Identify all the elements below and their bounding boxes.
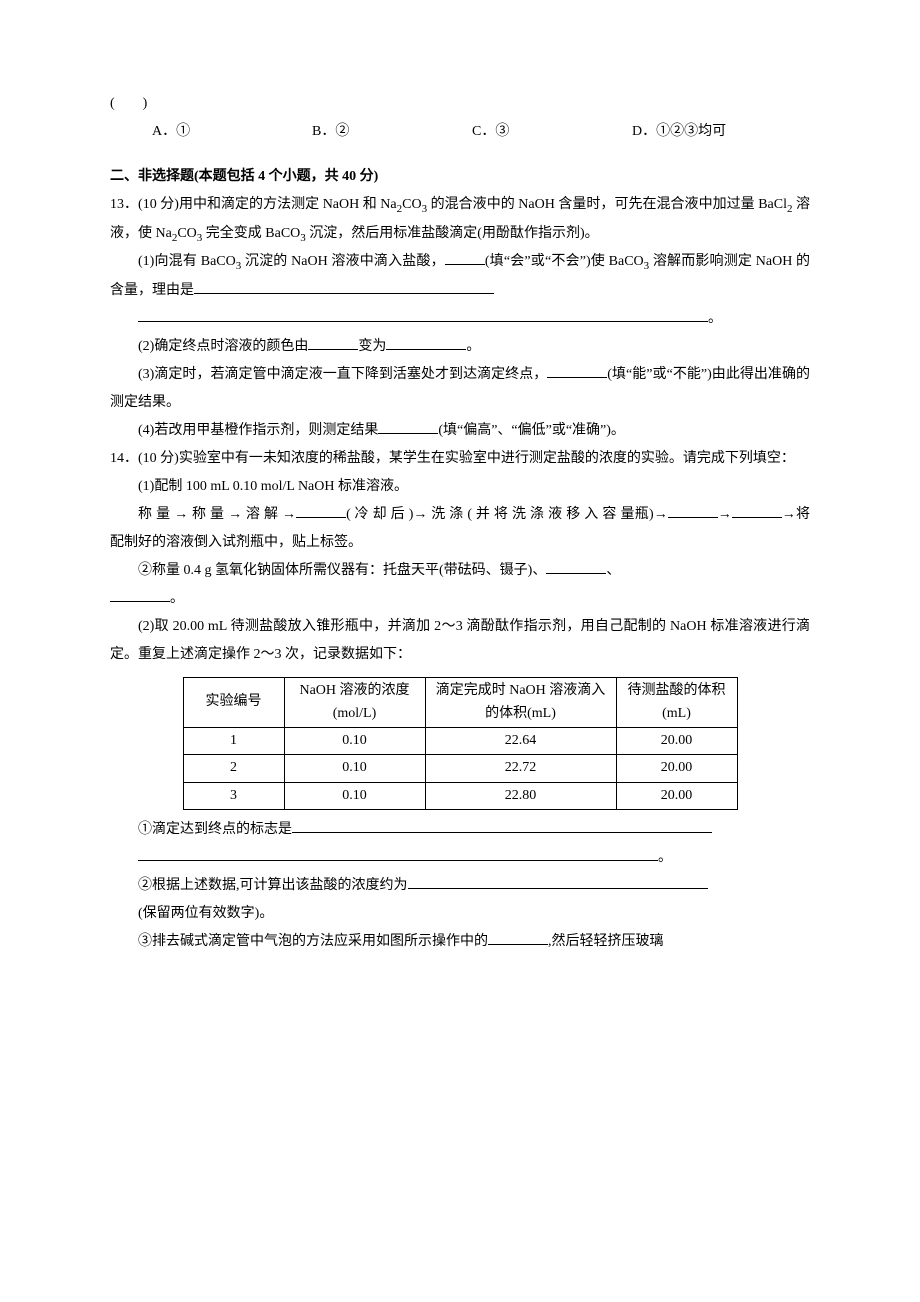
period: 。 — [658, 850, 672, 865]
q12-options: A．① B．② C．③ D．①②③均可 — [110, 118, 810, 146]
th-3-text: 待测盐酸的体积(mL) — [628, 683, 726, 720]
q12-opt-c: C．③ — [472, 118, 632, 146]
blank — [546, 558, 606, 574]
blank — [488, 929, 548, 945]
q14-sub2-a: ②根据上述数据,可计算出该盐酸的浓度约为 — [138, 878, 408, 893]
q14-sub3-b: ,然后轻轻挤压玻璃 — [548, 934, 664, 949]
q13-p2: (2)确定终点时溶液的颜色由 变为 。 — [110, 333, 810, 361]
q13-stem-g: 沉淀，然后用标准盐酸滴定(用酚酞作指示剂)。 — [306, 226, 599, 241]
q14-p1b: ②称量 0.4 g 氢氧化钠固体所需仪器有：托盘天平(带砝码、镊子)、 、 — [110, 557, 810, 585]
q12-opt-b: B．② — [312, 118, 472, 146]
cell: 0.10 — [284, 727, 425, 754]
q14-sub2-b: (保留两位有效数字)。 — [110, 900, 810, 928]
table-body: 1 0.10 22.64 20.00 2 0.10 22.72 20.00 3 … — [183, 727, 737, 809]
cell: 20.00 — [616, 727, 737, 754]
q14-p1b-line2: 。 — [110, 585, 810, 613]
table-row: 1 0.10 22.64 20.00 — [183, 727, 737, 754]
q13-stem: 13．(10 分)用中和滴定的方法测定 NaOH 和 Na2CO3 的混合液中的… — [110, 191, 810, 249]
q13-p3: (3)滴定时，若滴定管中滴定液一直下降到活塞处才到达滴定终点，(填“能”或“不能… — [110, 361, 810, 417]
q14-p1b-c: 。 — [170, 591, 184, 606]
q13-p2-a: (2)确定终点时溶液的颜色由 — [138, 339, 308, 354]
q14-steps-b: ( 冷 却 后 )→ 洗 涤 ( 并 将 洗 涤 液 移 入 容 量瓶)→ — [346, 507, 668, 522]
th-3: 待测盐酸的体积(mL) — [616, 678, 737, 728]
q13-p1-line2: 。 — [110, 305, 810, 333]
blank — [292, 817, 712, 833]
q13-p1-b: 沉淀的 NaOH 溶液中滴入盐酸， — [241, 254, 445, 269]
cell: 0.10 — [284, 782, 425, 809]
blank — [732, 502, 782, 518]
blank — [668, 502, 718, 518]
q14-stem: 14．(10 分)实验室中有一未知浓度的稀盐酸，某学生在实验室中进行测定盐酸的浓… — [110, 445, 810, 473]
q14-sub1-line2: 。 — [110, 844, 810, 872]
blank — [378, 418, 438, 434]
cell: 2 — [183, 755, 284, 782]
q14-p1: (1)配制 100 mL 0.10 mol/L NaOH 标准溶液。 — [110, 473, 810, 501]
blank — [445, 249, 485, 265]
q13-p3-a: (3)滴定时，若滴定管中滴定液一直下降到活塞处才到达滴定终点， — [138, 367, 547, 382]
q14-p2: (2)取 20.00 mL 待测盐酸放入锥形瓶中，并滴加 2～3 滴酚酞作指示剂… — [110, 613, 810, 669]
blank — [547, 362, 607, 378]
table-header-row: 实验编号 NaOH 溶液的浓度(mol/L) 滴定完成时 NaOH 溶液滴入的体… — [183, 678, 737, 728]
cell: 20.00 — [616, 755, 737, 782]
q14-table: 实验编号 NaOH 溶液的浓度(mol/L) 滴定完成时 NaOH 溶液滴入的体… — [183, 677, 738, 810]
cell: 22.80 — [425, 782, 616, 809]
table-row: 2 0.10 22.72 20.00 — [183, 755, 737, 782]
period: 。 — [708, 311, 722, 326]
blank — [138, 306, 708, 322]
q12-opt-a: A．① — [152, 118, 312, 146]
cell: 20.00 — [616, 782, 737, 809]
th-1-text: NaOH 溶液的浓度(mol/L) — [299, 683, 409, 720]
q13-stem-a: 13．(10 分)用中和滴定的方法测定 NaOH 和 Na — [110, 197, 397, 212]
q13-stem-e: CO — [177, 226, 196, 241]
q12-paren: ( ) — [110, 90, 810, 118]
q13-stem-b: CO — [402, 197, 421, 212]
blank — [408, 873, 708, 889]
q13-stem-f: 完全变成 BaCO — [202, 226, 300, 241]
exam-page: ( ) A．① B．② C．③ D．①②③均可 二、非选择题(本题包括 4 个小… — [0, 0, 920, 1302]
section2-heading: 二、非选择题(本题包括 4 个小题，共 40 分) — [110, 163, 810, 191]
q13-p2-c: 。 — [466, 339, 480, 354]
blank — [138, 845, 658, 861]
cell: 0.10 — [284, 755, 425, 782]
table-row: 3 0.10 22.80 20.00 — [183, 782, 737, 809]
cell: 22.72 — [425, 755, 616, 782]
th-2: 滴定完成时 NaOH 溶液滴入的体积(mL) — [425, 678, 616, 728]
q14-steps: 称 量 → 称 量 → 溶 解 → ( 冷 却 后 )→ 洗 涤 ( 并 将 洗 … — [110, 501, 810, 557]
q13-p4: (4)若改用甲基橙作指示剂，则测定结果 (填“偏高”、“偏低”或“准确”)。 — [110, 417, 810, 445]
cell: 3 — [183, 782, 284, 809]
q13-p1: (1)向混有 BaCO3 沉淀的 NaOH 溶液中滴入盐酸，(填“会”或“不会”… — [110, 248, 810, 305]
q14-sub2: ②根据上述数据,可计算出该盐酸的浓度约为 — [110, 872, 810, 900]
cell: 1 — [183, 727, 284, 754]
q13-stem-c: 的混合液中的 NaOH 含量时，可先在混合液中加过量 BaCl — [427, 197, 787, 212]
th-2-text: 滴定完成时 NaOH 溶液滴入的体积(mL) — [436, 683, 606, 720]
q12-opt-d: D．①②③均可 — [632, 118, 792, 146]
q14-p1b-a: ②称量 0.4 g 氢氧化钠固体所需仪器有：托盘天平(带砝码、镊子)、 — [138, 563, 546, 578]
blank — [110, 586, 170, 602]
q14-sub3-a: ③排去碱式滴定管中气泡的方法应采用如图所示操作中的 — [138, 934, 488, 949]
q14-steps-c: → — [718, 507, 732, 522]
th-0-text: 实验编号 — [206, 694, 262, 709]
q14-sub3: ③排去碱式滴定管中气泡的方法应采用如图所示操作中的 ,然后轻轻挤压玻璃 — [110, 928, 810, 956]
blank — [296, 502, 346, 518]
th-0: 实验编号 — [183, 678, 284, 728]
blank — [194, 278, 494, 294]
q14-sub1: ①滴定达到终点的标志是 — [110, 816, 810, 844]
q13-p4-b: (填“偏高”、“偏低”或“准确”)。 — [438, 423, 625, 438]
q13-p2-b: 变为 — [358, 339, 386, 354]
q13-p4-a: (4)若改用甲基橙作指示剂，则测定结果 — [138, 423, 378, 438]
q13-p1-a: (1)向混有 BaCO — [138, 254, 236, 269]
q14-p1b-b: 、 — [606, 563, 620, 578]
blank — [308, 334, 358, 350]
blank — [386, 334, 466, 350]
q13-p1-c: (填“会”或“不会”)使 BaCO — [485, 254, 644, 269]
q14-steps-a: 称 量 → 称 量 → 溶 解 → — [138, 507, 296, 522]
q14-sub1-a: ①滴定达到终点的标志是 — [138, 822, 292, 837]
th-1: NaOH 溶液的浓度(mol/L) — [284, 678, 425, 728]
cell: 22.64 — [425, 727, 616, 754]
